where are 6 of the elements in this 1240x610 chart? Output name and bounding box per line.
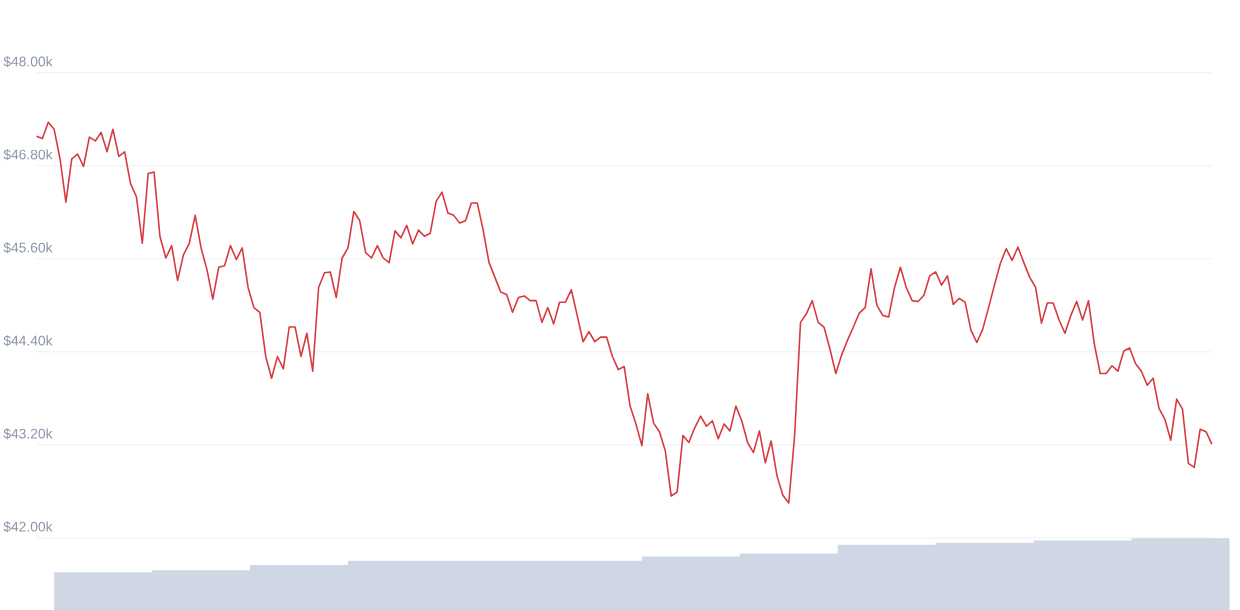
y-tick-label: $43.20k	[3, 428, 53, 440]
y-tick-label: $46.80k	[3, 149, 53, 161]
y-tick-label: $45.60k	[3, 242, 53, 254]
y-tick-label: $48.00k	[3, 56, 53, 68]
y-tick-label: $42.00k	[3, 521, 53, 533]
y-tick-label: $44.40k	[3, 335, 53, 347]
